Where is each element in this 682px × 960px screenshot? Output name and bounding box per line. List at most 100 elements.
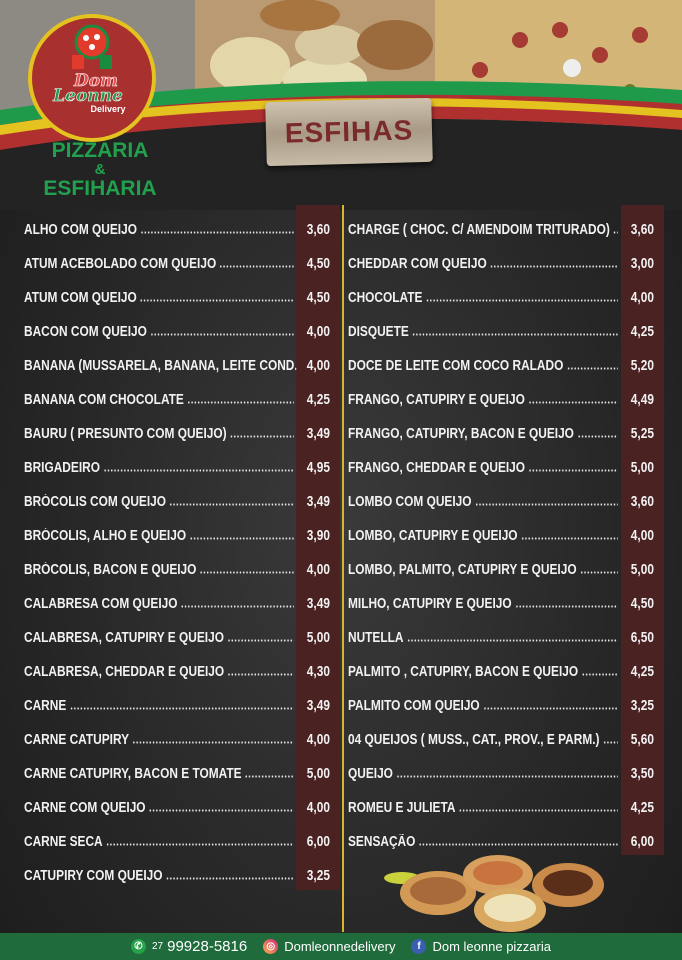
menu-item: 04 QUEIJOS ( MUSS., CAT., PROV., E PARM.… (348, 723, 665, 757)
menu-item-name-wrap: CARNE CATUPIRY (24, 732, 296, 748)
dot-leader (418, 843, 618, 846)
menu-item: BACON COM QUEIJO 4,00 (24, 315, 341, 349)
menu-item: BANANA (MUSSARELA, BANANA, LEITE COND.) 4… (24, 349, 341, 383)
menu-item-price: 5,00 (630, 562, 654, 578)
dot-leader (103, 469, 294, 472)
menu-item-price: 4,49 (630, 392, 654, 408)
menu-item-name: CHEDDAR COM QUEIJO (348, 256, 487, 272)
menu-item-name: CALABRESA, CHEDDAR E QUEIJO (24, 664, 225, 680)
menu-item-name: ROMEU E JULIETA (348, 800, 456, 816)
menu-item-name-wrap: ATUM COM QUEIJO (24, 290, 296, 306)
menu-item-name-wrap: MILHO, CATUPIRY E QUEIJO (348, 596, 620, 612)
dot-leader (474, 503, 618, 506)
menu-item-name-wrap: BRÓCOLIS, ALHO E QUEIJO (24, 528, 296, 544)
menu-item: ALHO COM QUEIJO 3,60 (24, 213, 341, 247)
menu-item-price: 4,25 (630, 664, 654, 680)
menu-item: CATUPIRY COM QUEIJO 3,25 (24, 859, 341, 893)
menu-item: CARNE 3,49 (24, 689, 341, 723)
menu-column-right: CHARGE ( CHOC. C/ AMENDOIM TRITURADO) 3,6… (348, 213, 682, 859)
facebook-contact[interactable]: f Dom leonne pizzaria (411, 939, 551, 954)
dot-leader (189, 537, 294, 540)
dot-leader (150, 333, 294, 336)
menu-item-name: FRANGO, CATUPIRY E QUEIJO (348, 392, 525, 408)
menu-item: SENSAÇÃO 6,00 (348, 825, 665, 859)
menu-item-name: LOMBO, CATUPIRY E QUEIJO (348, 528, 518, 544)
menu-item-name: QUEIJO (348, 766, 393, 782)
menu-item-price: 3,90 (306, 528, 330, 544)
menu-item-name-wrap: QUEIJO (348, 766, 620, 782)
menu-item-price: 4,25 (630, 324, 654, 340)
menu-item-price: 5,25 (630, 426, 654, 442)
menu-item-price: 5,00 (306, 766, 330, 782)
menu-item: CALABRESA, CATUPIRY E QUEIJO 5,00 (24, 621, 341, 655)
dot-leader (613, 231, 618, 234)
pizza-chef-icon (72, 24, 112, 69)
menu-item-name-wrap: PALMITO , CATUPIRY, BACON E QUEIJO (348, 664, 620, 680)
menu-item-name: SENSAÇÃO (348, 834, 416, 850)
menu-item-name: LOMBO COM QUEIJO (348, 494, 472, 510)
header-dark-area (0, 118, 682, 210)
menu-item: CARNE COM QUEIJO 4,00 (24, 791, 341, 825)
menu-item: DISQUETE 4,25 (348, 315, 665, 349)
brand-tagline: PIZZARIA & ESFIHARIA (30, 140, 170, 199)
menu-item-price: 4,50 (630, 596, 654, 612)
menu-item: MILHO, CATUPIRY E QUEIJO 4,50 (348, 587, 665, 621)
menu-item-name: BRÓCOLIS, BACON E QUEIJO (24, 562, 197, 578)
section-title-sign: ESFIHAS (265, 97, 433, 167)
menu-item: CHEDDAR COM QUEIJO 3,00 (348, 247, 665, 281)
menu-item-price: 5,00 (630, 460, 654, 476)
menu-item-price: 3,49 (306, 596, 330, 612)
menu-item-name-wrap: FRANGO, CATUPIRY, BACON E QUEIJO (348, 426, 620, 442)
menu-item: BANANA COM CHOCOLATE 4,25 (24, 383, 341, 417)
section-title: ESFIHAS (284, 114, 414, 149)
green-stripe (0, 81, 682, 125)
menu-item: FRANGO, CATUPIRY, BACON E QUEIJO 5,25 (348, 417, 665, 451)
dot-leader (566, 367, 618, 370)
dot-leader (227, 639, 294, 642)
menu-item-name: FRANGO, CATUPIRY, BACON E QUEIJO (348, 426, 574, 442)
logo-text-delivery: Delivery (90, 104, 125, 114)
dot-leader (244, 775, 294, 778)
menu-item-name-wrap: BANANA COM CHOCOLATE (24, 392, 296, 408)
menu-item-name: CARNE CATUPIRY (24, 732, 130, 748)
menu-item: CARNE CATUPIRY, BACON E TOMATE 5,00 (24, 757, 341, 791)
menu-item: CHOCOLATE 4,00 (348, 281, 665, 315)
dot-leader (227, 673, 294, 676)
menu-item-name-wrap: FRANGO, CATUPIRY E QUEIJO (348, 392, 620, 408)
menu-item-name: PALMITO COM QUEIJO (348, 698, 480, 714)
menu-item-price: 3,25 (630, 698, 654, 714)
dot-leader (458, 809, 618, 812)
menu-item-name: CHOCOLATE (348, 290, 423, 306)
menu-item-name: BAURU ( PRESUNTO COM QUEIJO) (24, 426, 227, 442)
menu-item: CARNE CATUPIRY 4,00 (24, 723, 341, 757)
logo-circle (32, 18, 152, 138)
instagram-contact[interactable]: ◎ Domleonnedelivery (263, 939, 395, 954)
menu-item-name-wrap: BACON COM QUEIJO (24, 324, 296, 340)
menu-item-price: 6,00 (306, 834, 330, 850)
menu-item-price: 5,00 (306, 630, 330, 646)
menu-item: LOMBO COM QUEIJO 3,60 (348, 485, 665, 519)
menu-item: ROMEU E JULIETA 4,25 (348, 791, 665, 825)
menu-item: BRIGADEIRO 4,95 (24, 451, 341, 485)
price-band-left (296, 205, 340, 890)
menu-item-name: ATUM ACEBOLADO COM QUEIJO (24, 256, 217, 272)
dot-leader (482, 707, 618, 710)
menu-item-name-wrap: DOCE DE LEITE COM COCO RALADO (348, 358, 620, 374)
tagline-esfiharia: ESFIHARIA (43, 177, 157, 200)
menu-item-name: BRÓCOLIS COM QUEIJO (24, 494, 167, 510)
menu-item: NUTELLA 6,50 (348, 621, 665, 655)
dot-leader (520, 537, 618, 540)
menu-column-left: ALHO COM QUEIJO 3,60 ATUM ACEBOLADO COM QU… (24, 213, 410, 893)
menu-item-price: 4,00 (630, 290, 654, 306)
menu-item-name: CARNE (24, 698, 67, 714)
menu-item: CALABRESA, CHEDDAR E QUEIJO 4,30 (24, 655, 341, 689)
column-divider (342, 205, 344, 932)
menu-item-price: 6,50 (630, 630, 654, 646)
menu-item-price: 4,00 (306, 324, 330, 340)
menu-item-name-wrap: CARNE COM QUEIJO (24, 800, 296, 816)
whatsapp-contact[interactable]: ✆ 27 99928-5816 (131, 938, 247, 955)
menu-item-name-wrap: CARNE (24, 698, 296, 714)
menu-item-name-wrap: FRANGO, CHEDDAR E QUEIJO (348, 460, 620, 476)
dot-leader (406, 639, 618, 642)
menu-item: BRÓCOLIS, ALHO E QUEIJO 3,90 (24, 519, 341, 553)
